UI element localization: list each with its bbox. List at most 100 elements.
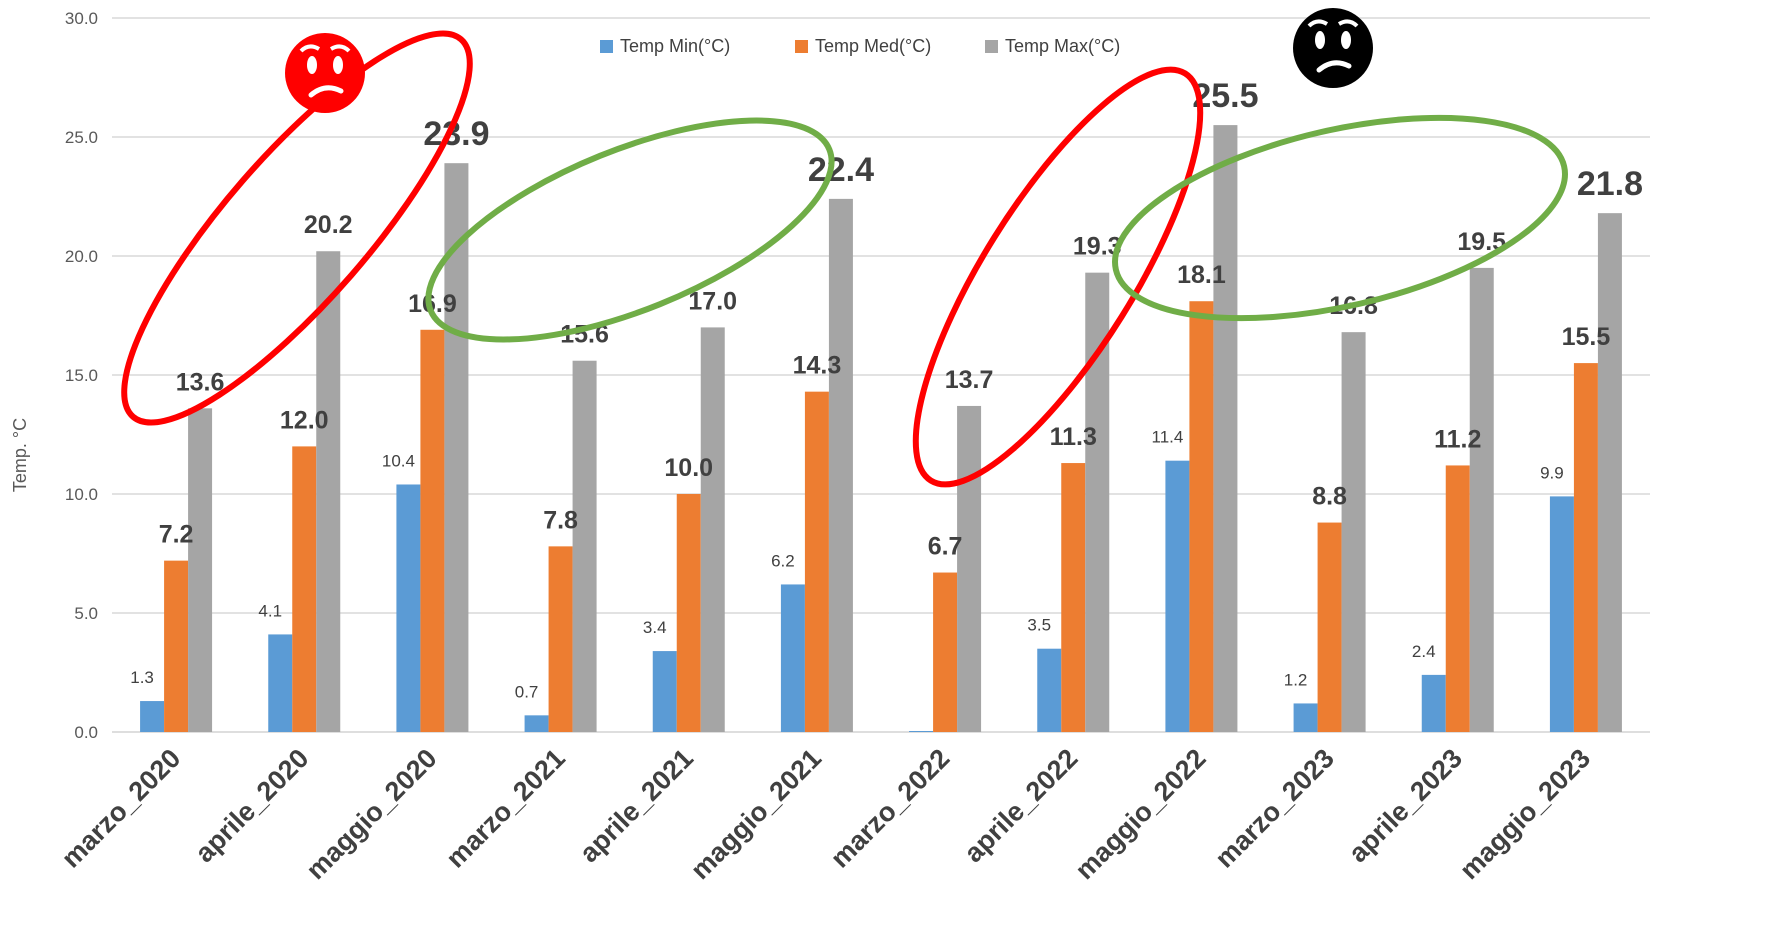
bar-med [292, 446, 317, 732]
data-label-min: 11.4 [1152, 428, 1184, 447]
data-label-min: 2.4 [1412, 642, 1436, 661]
bar-max [700, 327, 725, 732]
data-label-max: 21.8 [1577, 165, 1643, 203]
legend: Temp Min(°C) Temp Med(°C) Temp Max(°C) [600, 36, 1120, 56]
data-label-max: 20.2 [304, 211, 353, 239]
bar-min [396, 484, 421, 732]
x-tick-label: aprile_2020 [189, 743, 314, 868]
legend-entry: Temp Min(°C) [620, 36, 730, 56]
data-label-min: 10.4 [382, 451, 415, 470]
bar-min [1037, 648, 1062, 732]
legend-swatch [795, 40, 808, 53]
legend-entry: Temp Max(°C) [1005, 36, 1120, 56]
bar-min [652, 651, 677, 732]
data-label-med: 7.8 [543, 506, 578, 534]
bar-med [1189, 301, 1214, 732]
data-label-med: 6.7 [928, 533, 963, 561]
x-axis: marzo_2020 aprile_2020maggio_2020marzo_20… [56, 743, 1596, 885]
data-label-min: 1.2 [1284, 670, 1308, 689]
bar-med [548, 546, 573, 732]
bar-med [1317, 522, 1342, 732]
bar-max [188, 408, 213, 732]
data-label-min: 6.2 [771, 551, 795, 570]
data-label-med: 10.0 [664, 454, 713, 482]
data-label-med: 15.5 [1562, 323, 1611, 351]
y-tick-label: 0.0 [74, 723, 98, 742]
y-tick-label: 15.0 [65, 366, 98, 385]
x-tick-label: marzo_2023 [1209, 743, 1340, 874]
gridlines [112, 17, 1650, 733]
bar-min [909, 731, 934, 732]
data-label-med: 12.0 [280, 406, 329, 434]
data-label-med: 18.1 [1177, 261, 1226, 289]
y-tick-label: 30.0 [65, 9, 98, 28]
green-ellipse-2023 [1112, 114, 1568, 322]
y-axis: 0.0 5.0 10.0 15.0 20.0 25.0 30.0 [65, 9, 98, 742]
data-label-med: 7.2 [159, 521, 194, 549]
annotations [121, 30, 1568, 488]
data-label-min: 3.5 [1027, 616, 1051, 635]
bar-max [572, 360, 597, 732]
worried-face-icon [285, 33, 365, 113]
bar-med [420, 329, 445, 732]
red-ellipse-2022 [912, 66, 1204, 488]
data-label-med: 8.8 [1312, 483, 1347, 511]
bar-med [164, 560, 189, 732]
data-label-max: 17.0 [688, 287, 737, 315]
x-tick-label: aprile_2021 [574, 743, 699, 868]
x-tick-label: aprile_2023 [1343, 743, 1468, 868]
bar-min [1549, 496, 1574, 732]
data-label-max: 13.7 [945, 366, 994, 394]
red-ellipse-2020 [121, 30, 473, 426]
x-tick-label: maggio_2022 [1069, 743, 1211, 885]
data-label-med: 11.2 [1434, 425, 1481, 453]
bar-med [933, 572, 958, 732]
data-label-med: 14.3 [793, 352, 842, 380]
worried-face-icon [1293, 8, 1373, 88]
bar-min [268, 634, 293, 732]
data-label-min: 0.7 [515, 682, 539, 701]
y-tick-label: 20.0 [65, 247, 98, 266]
bar-max [828, 198, 853, 732]
y-tick-label: 10.0 [65, 485, 98, 504]
bar-min [1421, 674, 1446, 732]
legend-swatch [985, 40, 998, 53]
bar-min [1165, 460, 1190, 732]
bar-max [957, 405, 982, 732]
y-tick-label: 25.0 [65, 128, 98, 147]
bar-max [1213, 125, 1238, 733]
bar-max [1597, 213, 1622, 732]
x-tick-label: marzo_2021 [440, 743, 571, 874]
x-tick-label: maggio_2023 [1454, 743, 1596, 885]
x-tick-label: aprile_2022 [958, 743, 1083, 868]
bar-med [1573, 363, 1598, 732]
data-label-max: 13.6 [176, 368, 225, 396]
bar-min [140, 701, 165, 732]
bar-med [1061, 463, 1086, 732]
x-tick-label: marzo_2022 [825, 743, 956, 874]
data-label-min: 4.1 [258, 601, 282, 620]
data-label-min: 3.4 [643, 618, 667, 637]
bar-min [780, 584, 805, 732]
data-label-max: 25.5 [1192, 77, 1258, 115]
bar-min [1293, 703, 1318, 732]
data-labels: 1.37.213.64.112.020.210.416.923.90.77.81… [130, 77, 1643, 701]
x-tick-label: maggio_2021 [685, 743, 827, 885]
bar-max [316, 251, 341, 733]
bar-med [804, 391, 829, 732]
bar-min [524, 715, 549, 732]
data-label-min: 1.3 [130, 668, 154, 687]
green-ellipse-2021 [425, 117, 835, 343]
bar-med [676, 494, 701, 732]
legend-entry: Temp Med(°C) [815, 36, 931, 56]
y-tick-label: 5.0 [74, 604, 98, 623]
x-tick-label: maggio_2020 [300, 743, 442, 885]
legend-swatch [600, 40, 613, 53]
bar-max [1341, 332, 1366, 732]
data-label-max: 22.4 [808, 151, 874, 189]
bar-max [1469, 267, 1494, 732]
x-tick-label: marzo_2020 [56, 743, 187, 874]
y-axis-label: Temp. °C [10, 418, 30, 492]
data-label-med: 11.3 [1050, 423, 1097, 451]
